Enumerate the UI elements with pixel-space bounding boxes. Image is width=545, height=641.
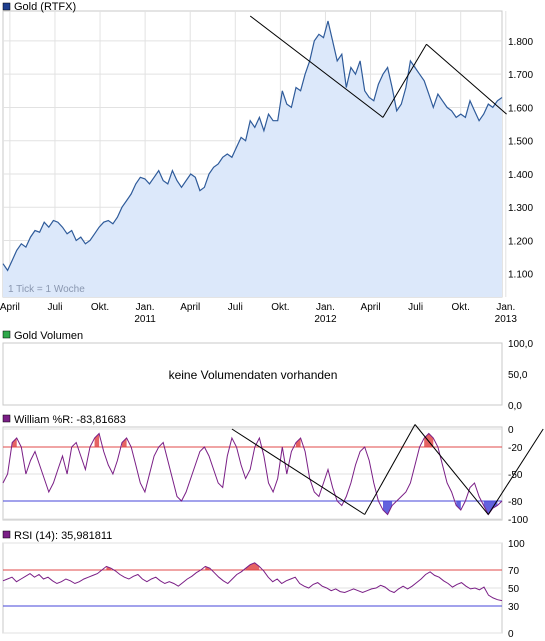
rsi-y-tick: 50	[508, 584, 520, 595]
price-x-tick: Okt.	[91, 302, 109, 313]
rsi-y-axis: 100 70 50 30 0	[508, 539, 525, 640]
tick-interval-note: 1 Tick = 1 Woche	[8, 284, 85, 295]
volume-y-tick: 50,0	[508, 370, 528, 381]
rsi-overbought-fill	[245, 562, 260, 570]
williams-line	[2, 432, 503, 516]
year-label: 2011	[134, 314, 156, 325]
volume-panel: Gold Volumen keine Volumendaten vorhande…	[2, 330, 533, 412]
williams-trendline	[231, 428, 365, 515]
williams-panel: William %R: -83,81683 0 -20 -50 -80 -100	[2, 414, 544, 526]
price-y-axis: 1.100 1.200 1.300 1.400 1.500 1.600 1.700 1.800	[508, 37, 533, 281]
williams-overbought-fill	[122, 438, 127, 447]
price-legend-swatch	[2, 2, 11, 11]
williams-y-tick: 0	[508, 425, 514, 436]
rsi-line	[2, 562, 503, 602]
price-y-tick: 1.700	[508, 70, 533, 81]
williams-y-tick: -20	[508, 443, 523, 454]
rsi-y-tick: 100	[508, 539, 525, 550]
price-trendline	[249, 15, 384, 118]
price-trendline	[382, 44, 427, 118]
price-line	[2, 20, 503, 272]
price-x-axis: April Juli Okt. Jan. April Juli Okt. Jan. April J…	[0, 302, 515, 313]
year-label: 2012	[314, 314, 337, 325]
price-y-tick: 1.300	[508, 203, 533, 214]
williams-trendline	[364, 424, 416, 515]
price-y-tick: 1.200	[508, 236, 533, 247]
price-x-tick: Jan.	[496, 302, 515, 313]
williams-overbought-fill	[295, 438, 301, 447]
rsi-panel: RSI (14): 35,981811 100 70 50 30 0	[2, 530, 525, 640]
year-label: 2013	[495, 314, 518, 325]
price-x-tick: Jan.	[316, 302, 335, 313]
price-y-tick: 1.500	[508, 137, 533, 148]
price-x-tick: Juli	[228, 302, 243, 313]
volume-legend-title: Gold Volumen	[14, 330, 83, 342]
price-legend-title: Gold (RTFX)	[14, 1, 76, 13]
volume-plot-area	[2, 342, 503, 406]
year-labels: 2011 2012 2013	[134, 314, 517, 325]
williams-y-tick: -100	[508, 515, 528, 526]
price-x-tick: April	[180, 302, 200, 313]
rsi-legend-title: RSI (14): 35,981811	[14, 530, 112, 542]
price-x-tick: Okt.	[452, 302, 470, 313]
williams-trendlines	[231, 424, 544, 515]
rsi-y-tick: 0	[508, 629, 514, 640]
williams-y-axis: 0 -20 -50 -80 -100	[508, 425, 528, 526]
price-y-tick: 1.800	[508, 37, 533, 48]
price-y-tick: 1.100	[508, 270, 533, 281]
volume-y-axis: 100,0 50,0 0,0	[508, 339, 533, 412]
volume-legend-swatch	[2, 330, 11, 339]
price-y-tick: 1.400	[508, 170, 533, 181]
volume-y-tick: 0,0	[508, 401, 522, 412]
williams-trendline	[414, 424, 489, 515]
price-x-tick: Juli	[408, 302, 423, 313]
price-trendline	[426, 43, 507, 115]
williams-trendline	[487, 428, 544, 515]
price-x-tick: Okt.	[271, 302, 289, 313]
williams-legend-swatch	[2, 414, 11, 423]
price-x-tick: Jan.	[136, 302, 155, 313]
rsi-legend-swatch	[2, 530, 11, 539]
williams-overbought-fill	[12, 438, 17, 447]
price-trendlines	[249, 15, 507, 118]
price-x-tick: April	[0, 302, 20, 313]
no-volume-message: keine Volumendaten vorhanden	[169, 368, 338, 382]
williams-oversold-fill	[456, 501, 461, 510]
rsi-y-tick: 70	[508, 566, 520, 577]
williams-y-tick: -50	[508, 470, 523, 481]
price-panel: Gold (RTFX) 1 Tick = 1 Woche 1.1001.2001…	[0, 1, 533, 325]
williams-legend-title: William %R: -83,81683	[14, 414, 126, 426]
price-x-tick: Juli	[47, 302, 62, 313]
price-y-tick: 1.600	[508, 103, 533, 114]
volume-y-tick: 100,0	[508, 339, 533, 350]
williams-oversold-fill	[382, 501, 393, 515]
williams-overbought-fill	[94, 433, 100, 447]
williams-y-tick: -80	[508, 497, 523, 508]
rsi-y-tick: 30	[508, 602, 520, 613]
price-x-tick: April	[361, 302, 381, 313]
